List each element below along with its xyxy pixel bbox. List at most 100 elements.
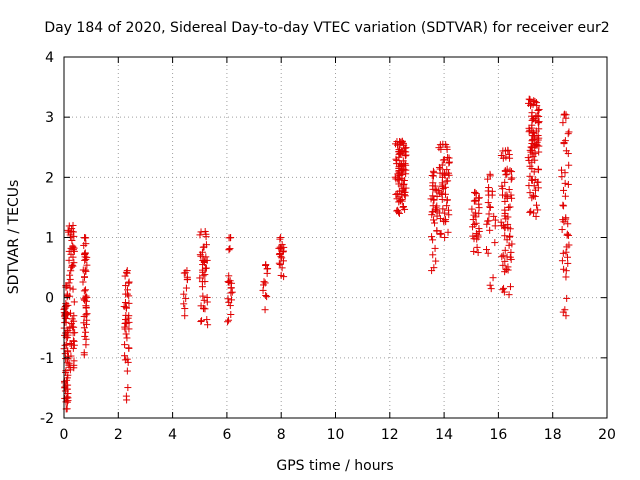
data-point: [64, 371, 72, 379]
y-tick-label: 4: [45, 50, 54, 66]
data-point: [262, 291, 270, 299]
data-point: [201, 278, 209, 286]
data-point: [182, 284, 190, 292]
data-point: [259, 286, 267, 294]
data-point: [439, 205, 447, 213]
data-point: [485, 217, 493, 225]
data-point: [199, 305, 207, 313]
data-point: [69, 253, 77, 261]
data-point: [508, 174, 516, 182]
x-tick-labels: 0 2 4 6 8 10 12 14 16 18 20: [60, 427, 616, 443]
data-point: [526, 189, 534, 197]
data-point: [260, 278, 268, 286]
data-point: [526, 126, 534, 134]
data-point: [534, 165, 542, 173]
data-point: [504, 220, 512, 228]
data-point: [61, 312, 69, 320]
data-point: [470, 197, 478, 205]
data-point: [121, 356, 129, 364]
data-point: [557, 166, 565, 174]
data-point: [505, 233, 513, 241]
data-point: [80, 319, 88, 327]
data-point: [443, 202, 451, 210]
data-point: [402, 144, 410, 152]
data-point: [121, 323, 129, 331]
data-point: [122, 303, 130, 311]
data-point: [470, 247, 478, 255]
data-point: [437, 229, 445, 237]
data-point: [558, 226, 566, 234]
data-point: [486, 226, 494, 234]
data-point: [402, 151, 410, 159]
data-point: [225, 298, 233, 306]
x-tick-label: 0: [60, 427, 69, 443]
data-point: [500, 288, 508, 296]
data-point: [429, 251, 437, 259]
data-point: [428, 233, 436, 241]
data-point: [501, 232, 509, 240]
data-point: [199, 272, 207, 280]
data-point: [430, 196, 438, 204]
data-point: [82, 341, 90, 349]
data-point: [399, 157, 407, 165]
data-point: [125, 318, 133, 326]
data-point: [468, 205, 476, 213]
data-point: [395, 208, 403, 216]
data-point: [431, 219, 439, 227]
x-tick-label: 12: [381, 427, 399, 443]
data-point: [198, 283, 206, 291]
data-point: [393, 207, 401, 215]
x-tick-label: 8: [277, 427, 286, 443]
data-point: [475, 194, 483, 202]
data-point: [65, 256, 73, 264]
data-point: [534, 106, 542, 114]
data-point: [533, 201, 541, 209]
data-point: [443, 145, 451, 153]
data-point: [431, 206, 439, 214]
data-point: [66, 275, 74, 283]
data-point: [429, 236, 437, 244]
data-point: [561, 179, 569, 187]
data-point: [402, 184, 410, 192]
data-point: [535, 148, 543, 156]
y-tick-label: 2: [45, 170, 54, 186]
data-point: [560, 202, 568, 210]
data-point: [228, 288, 236, 296]
data-point: [534, 206, 542, 214]
data-point: [559, 119, 567, 127]
data-point: [276, 243, 284, 251]
x-tick-label: 10: [327, 427, 345, 443]
data-point: [61, 341, 69, 349]
y-tick-label: 0: [45, 291, 54, 307]
data-point: [63, 385, 71, 393]
data-point: [472, 190, 480, 198]
data-point: [61, 387, 69, 395]
data-point: [534, 119, 542, 127]
data-point: [501, 197, 509, 205]
x-tick-label: 18: [544, 427, 562, 443]
data-point: [560, 186, 568, 194]
data-point: [527, 207, 535, 215]
data-point: [429, 202, 437, 210]
data-point: [65, 279, 73, 287]
data-point: [501, 167, 509, 175]
data-point: [491, 222, 499, 230]
data-point: [501, 147, 509, 155]
data-point: [533, 102, 541, 110]
data-point: [507, 248, 515, 256]
data-point: [431, 244, 439, 252]
data-point: [429, 182, 437, 190]
data-point: [529, 192, 537, 200]
data-point: [444, 206, 452, 214]
data-point: [69, 262, 77, 270]
data-point: [559, 201, 567, 209]
data-point: [473, 243, 481, 251]
data-point: [66, 284, 74, 292]
data-point: [530, 182, 538, 190]
data-point: [184, 275, 192, 283]
data-point: [70, 298, 78, 306]
data-point: [227, 311, 235, 319]
data-point: [80, 324, 88, 332]
data-point: [435, 144, 443, 152]
